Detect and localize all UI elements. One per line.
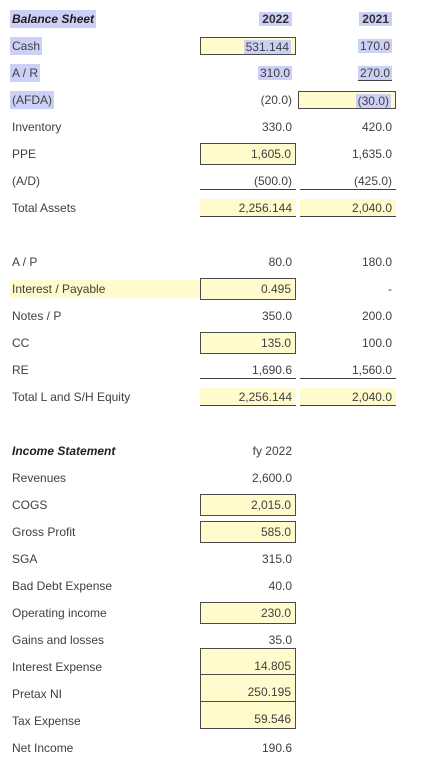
row-label-gross-profit: Gross Profit: [12, 525, 76, 539]
cell-afda-2022[interactable]: (20.0): [260, 93, 292, 107]
cell-ar-2022-value: 310.0: [257, 66, 292, 80]
cell-notes-payable-2022[interactable]: 350.0: [261, 309, 292, 323]
income-statement-title: Income Statement: [12, 444, 116, 458]
cell-interest-payable-2022[interactable]: 0.495: [200, 278, 296, 300]
row-label-total-assets: Total Assets: [12, 201, 77, 215]
balance-sheet-title: Balance Sheet: [10, 10, 97, 28]
cell-interest-expense[interactable]: 14.805: [200, 648, 296, 675]
row-label-interest-expense: Interest Expense: [12, 660, 103, 674]
cell-tax-expense[interactable]: 59.546: [200, 702, 296, 729]
cell-inventory-2021[interactable]: 420.0: [361, 120, 392, 134]
row-label-re: RE: [12, 363, 29, 377]
cell-operating-income[interactable]: 230.0: [200, 602, 296, 624]
cell-ar-2022[interactable]: 310.0: [200, 64, 296, 82]
cell-ppe-2022[interactable]: 1,605.0: [200, 143, 296, 165]
cell-cash-2021-value: 170.0: [357, 39, 392, 53]
column-header-2021-text: 2021: [359, 12, 392, 26]
row-label-cogs: COGS: [12, 498, 48, 512]
row-label-sga: SGA: [12, 552, 38, 566]
cell-cogs[interactable]: 2,015.0: [200, 494, 296, 516]
column-header-2022-text: 2022: [259, 12, 292, 26]
row-label-interest-payable: Interest / Payable: [10, 280, 200, 298]
row-label-cc: CC: [12, 336, 30, 350]
cell-gains-losses[interactable]: 35.0: [268, 633, 292, 647]
row-label-pretax-ni: Pretax NI: [12, 687, 63, 701]
cell-cc-2021[interactable]: 100.0: [361, 336, 392, 350]
cell-pretax-ni[interactable]: 250.195: [200, 675, 296, 702]
cell-gross-profit[interactable]: 585.0: [200, 521, 296, 543]
cell-ar-2021-value: 270.0: [357, 66, 392, 81]
cell-bad-debt-expense[interactable]: 40.0: [268, 579, 292, 593]
cell-total-assets-2021[interactable]: 2,040.0: [300, 199, 396, 217]
cell-afda-2021-value: (30.0): [355, 94, 391, 108]
cell-total-assets-2022[interactable]: 2,256.144: [200, 199, 296, 217]
row-label-tax-expense: Tax Expense: [12, 714, 81, 728]
row-label-cash: Cash: [10, 37, 43, 55]
cell-cash-2022[interactable]: 531.144: [200, 37, 296, 55]
cell-ad-2022[interactable]: (500.0): [200, 172, 296, 190]
cell-total-liabilities-equity-2022[interactable]: 2,256.144: [200, 388, 296, 406]
row-label-operating-income: Operating income: [12, 606, 107, 620]
column-header-2021: 2021: [300, 10, 396, 28]
cell-cash-2022-value: 531.144: [243, 40, 291, 54]
row-label-ad: (A/D): [12, 174, 40, 188]
row-label-afda: (AFDA): [10, 91, 54, 109]
row-label-ppe: PPE: [12, 147, 37, 161]
row-label-gains-losses: Gains and losses: [12, 633, 105, 647]
cell-re-2022[interactable]: 1,690.6: [200, 361, 296, 379]
cell-re-2021[interactable]: 1,560.0: [300, 361, 396, 379]
cell-ap-2022[interactable]: 80.0: [268, 255, 292, 269]
cell-inventory-2022[interactable]: 330.0: [261, 120, 292, 134]
row-label-ar: A / R: [10, 64, 41, 82]
cell-ppe-2021[interactable]: 1,635.0: [351, 147, 392, 161]
cell-ar-2021[interactable]: 270.0: [300, 64, 396, 82]
cell-interest-payable-2021[interactable]: -: [388, 282, 392, 296]
row-label-inventory: Inventory: [12, 120, 62, 134]
column-header-2022: 2022: [200, 10, 296, 28]
row-label-total-liabilities-equity: Total L and S/H Equity: [12, 390, 131, 404]
column-header-fy2022: fy 2022: [252, 444, 292, 458]
row-label-ap: A / P: [12, 255, 38, 269]
row-label-bad-debt-expense: Bad Debt Expense: [12, 579, 113, 593]
cell-notes-payable-2021[interactable]: 200.0: [361, 309, 392, 323]
cell-sga[interactable]: 315.0: [261, 552, 292, 566]
cell-total-liabilities-equity-2021[interactable]: 2,040.0: [300, 388, 396, 406]
cell-net-income[interactable]: 190.6: [261, 741, 292, 755]
row-label-notes-payable: Notes / P: [12, 309, 62, 323]
row-label-net-income: Net Income: [12, 741, 74, 755]
cell-cash-2021[interactable]: 170.0: [300, 37, 396, 55]
cell-afda-2021[interactable]: (30.0): [298, 91, 396, 109]
row-label-revenues: Revenues: [12, 471, 67, 485]
cell-revenues[interactable]: 2,600.0: [251, 471, 292, 485]
cell-cc-2022[interactable]: 135.0: [200, 332, 296, 354]
cell-ap-2021[interactable]: 180.0: [361, 255, 392, 269]
cell-ad-2021[interactable]: (425.0): [300, 172, 396, 190]
